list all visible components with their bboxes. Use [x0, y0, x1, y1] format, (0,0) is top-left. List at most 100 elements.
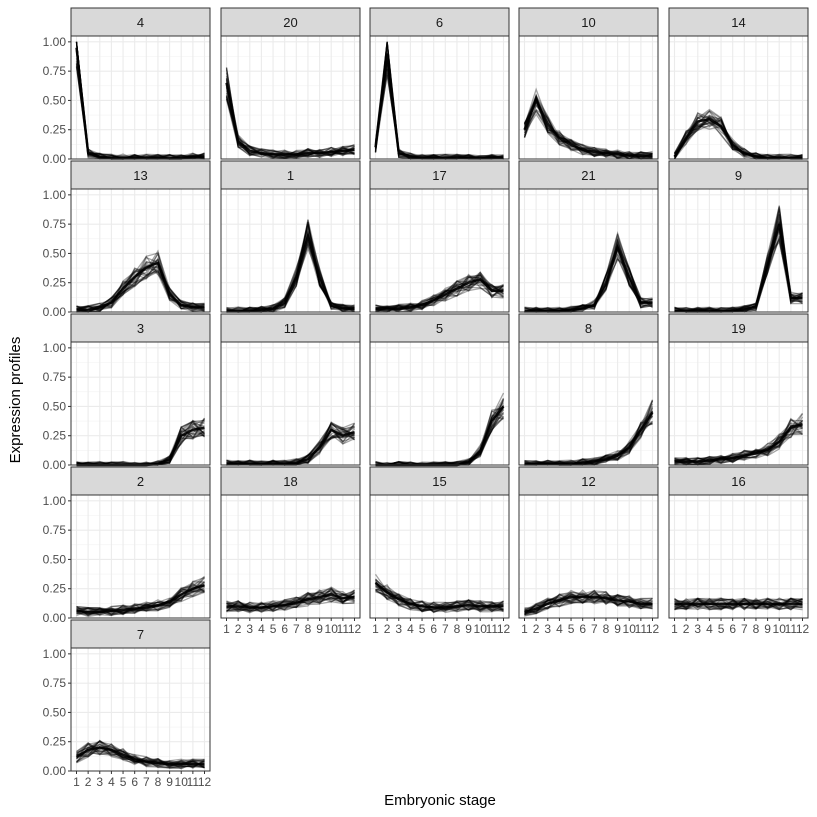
- series-line: [524, 593, 653, 615]
- panel: 5: [369, 313, 510, 467]
- panel: 8: [518, 313, 659, 466]
- series-line: [226, 593, 355, 613]
- series-line: [524, 238, 653, 313]
- x-tick-label: 3: [246, 622, 253, 636]
- panel-border: [220, 341, 361, 466]
- series-line: [225, 67, 355, 159]
- y-tick-label: 0.00: [43, 152, 67, 166]
- series-line: [76, 741, 205, 769]
- y-tick-label: 0.50: [43, 705, 67, 719]
- series-line: [524, 595, 653, 614]
- series-line: [524, 589, 653, 615]
- x-tick-label: 6: [430, 622, 437, 636]
- x-tick-label: 9: [316, 622, 323, 636]
- series-line: [523, 109, 653, 160]
- x-tick-label: 12: [348, 622, 362, 636]
- y-tick-label: 0.25: [43, 123, 67, 137]
- panel-border: [369, 494, 510, 619]
- series-line: [375, 276, 504, 308]
- panel-label: 4: [137, 15, 144, 30]
- series-line: [76, 270, 205, 312]
- series-line: [76, 263, 205, 310]
- series-line: [76, 740, 205, 769]
- x-axis-title: Embryonic stage: [384, 792, 496, 809]
- series-line: [524, 589, 653, 611]
- y-tick-label: 0.25: [43, 582, 67, 596]
- x-tick-label: 11: [635, 622, 648, 636]
- x-tick-label: 3: [694, 622, 701, 636]
- x-tick-label: 5: [568, 622, 575, 636]
- series-line: [375, 271, 504, 313]
- x-tick-label: 2: [235, 622, 242, 636]
- series-line: [226, 247, 355, 311]
- x-tick-label: 12: [796, 622, 810, 636]
- plot-background: [370, 495, 509, 618]
- x-tick-label: 1: [73, 775, 80, 789]
- series-line: [523, 95, 653, 160]
- panel-label: 20: [283, 15, 297, 30]
- y-tick-label: 0.75: [43, 217, 67, 231]
- x-tick-label: 4: [556, 622, 563, 636]
- series-line: [226, 590, 355, 613]
- x-tick-label: 11: [337, 622, 350, 636]
- x-tick-label: 10: [773, 622, 787, 636]
- strip-background: [668, 313, 809, 343]
- series-line: [76, 584, 205, 612]
- series-line: [375, 585, 504, 612]
- series-line: [674, 421, 803, 465]
- x-tick-label: 6: [281, 622, 288, 636]
- y-tick-label: 0.00: [43, 305, 67, 319]
- panel: 9: [668, 160, 809, 313]
- x-tick-label: 5: [419, 622, 426, 636]
- panel-label: 18: [283, 474, 297, 489]
- series-line: [674, 425, 803, 465]
- x-tick-label: 8: [603, 622, 610, 636]
- series-line: [674, 597, 803, 611]
- panel-label: 11: [284, 321, 298, 336]
- y-tick-label: 0.50: [43, 552, 67, 566]
- plot-background: [71, 342, 210, 465]
- panel-label: 13: [133, 168, 147, 183]
- strip-background: [220, 7, 361, 37]
- series-line: [76, 258, 205, 311]
- series-line: [524, 244, 653, 313]
- series-line: [225, 87, 355, 159]
- series-line: [523, 103, 653, 160]
- series-line: [674, 209, 803, 313]
- x-tick-label: 12: [646, 622, 660, 636]
- strip-background: [70, 160, 211, 190]
- series-line: [524, 593, 653, 610]
- panel: 11: [220, 313, 361, 466]
- panel-border: [518, 494, 659, 619]
- panel-border: [220, 494, 361, 619]
- plot-background: [370, 342, 509, 465]
- panel-label: 14: [731, 15, 745, 30]
- series-line: [76, 743, 205, 769]
- series-line: [76, 261, 205, 311]
- strip-background: [668, 160, 809, 190]
- x-tick-label: 1: [223, 622, 230, 636]
- series-line: [374, 581, 504, 609]
- series-line: [374, 581, 504, 613]
- series-line: [673, 112, 803, 158]
- series-line: [76, 580, 205, 617]
- series-line: [225, 67, 355, 158]
- plot-background: [71, 495, 210, 618]
- x-tick-label: 4: [108, 775, 115, 789]
- panel: 4 0.00 0.25 0.50 0.75 1.00: [43, 7, 211, 166]
- series-line: [76, 590, 205, 616]
- panel-border: [220, 188, 361, 313]
- y-tick-label: 1.00: [43, 647, 67, 661]
- series-line: [226, 591, 355, 612]
- strip-background: [668, 466, 809, 496]
- series-line: [674, 424, 803, 466]
- plot-background: [221, 342, 360, 465]
- x-tick-label: 10: [175, 775, 189, 789]
- panel-border: [369, 188, 510, 313]
- x-tick-label: 6: [729, 622, 736, 636]
- x-tick-label: 1: [671, 622, 678, 636]
- y-axis-title: Expression profiles: [7, 337, 24, 464]
- y-tick-label: 0.25: [43, 735, 67, 749]
